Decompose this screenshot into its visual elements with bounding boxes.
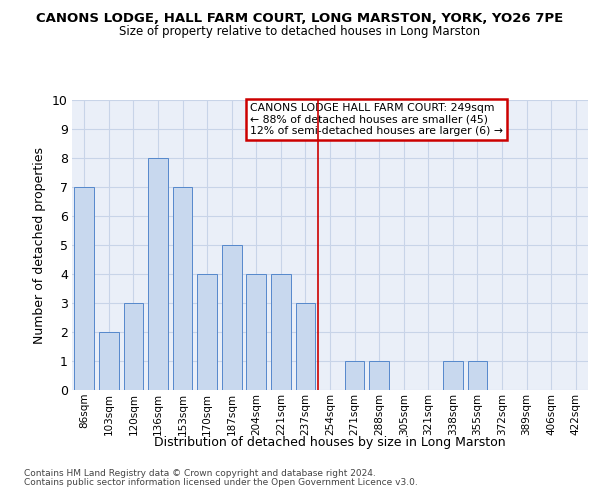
- Bar: [296, 303, 315, 390]
- Bar: [467, 361, 487, 390]
- Text: Size of property relative to detached houses in Long Marston: Size of property relative to detached ho…: [119, 25, 481, 38]
- Text: Contains public sector information licensed under the Open Government Licence v3: Contains public sector information licen…: [24, 478, 418, 487]
- Bar: [345, 361, 364, 390]
- Bar: [197, 274, 217, 390]
- Y-axis label: Number of detached properties: Number of detached properties: [34, 146, 46, 344]
- Text: CANONS LODGE HALL FARM COURT: 249sqm
← 88% of detached houses are smaller (45)
1: CANONS LODGE HALL FARM COURT: 249sqm ← 8…: [250, 103, 503, 136]
- Bar: [247, 274, 266, 390]
- Bar: [173, 187, 193, 390]
- Text: Contains HM Land Registry data © Crown copyright and database right 2024.: Contains HM Land Registry data © Crown c…: [24, 469, 376, 478]
- Bar: [370, 361, 389, 390]
- Bar: [222, 245, 242, 390]
- Text: Distribution of detached houses by size in Long Marston: Distribution of detached houses by size …: [154, 436, 506, 449]
- Bar: [124, 303, 143, 390]
- Bar: [99, 332, 119, 390]
- Bar: [74, 187, 94, 390]
- Text: CANONS LODGE, HALL FARM COURT, LONG MARSTON, YORK, YO26 7PE: CANONS LODGE, HALL FARM COURT, LONG MARS…: [37, 12, 563, 26]
- Bar: [148, 158, 168, 390]
- Bar: [443, 361, 463, 390]
- Bar: [271, 274, 290, 390]
